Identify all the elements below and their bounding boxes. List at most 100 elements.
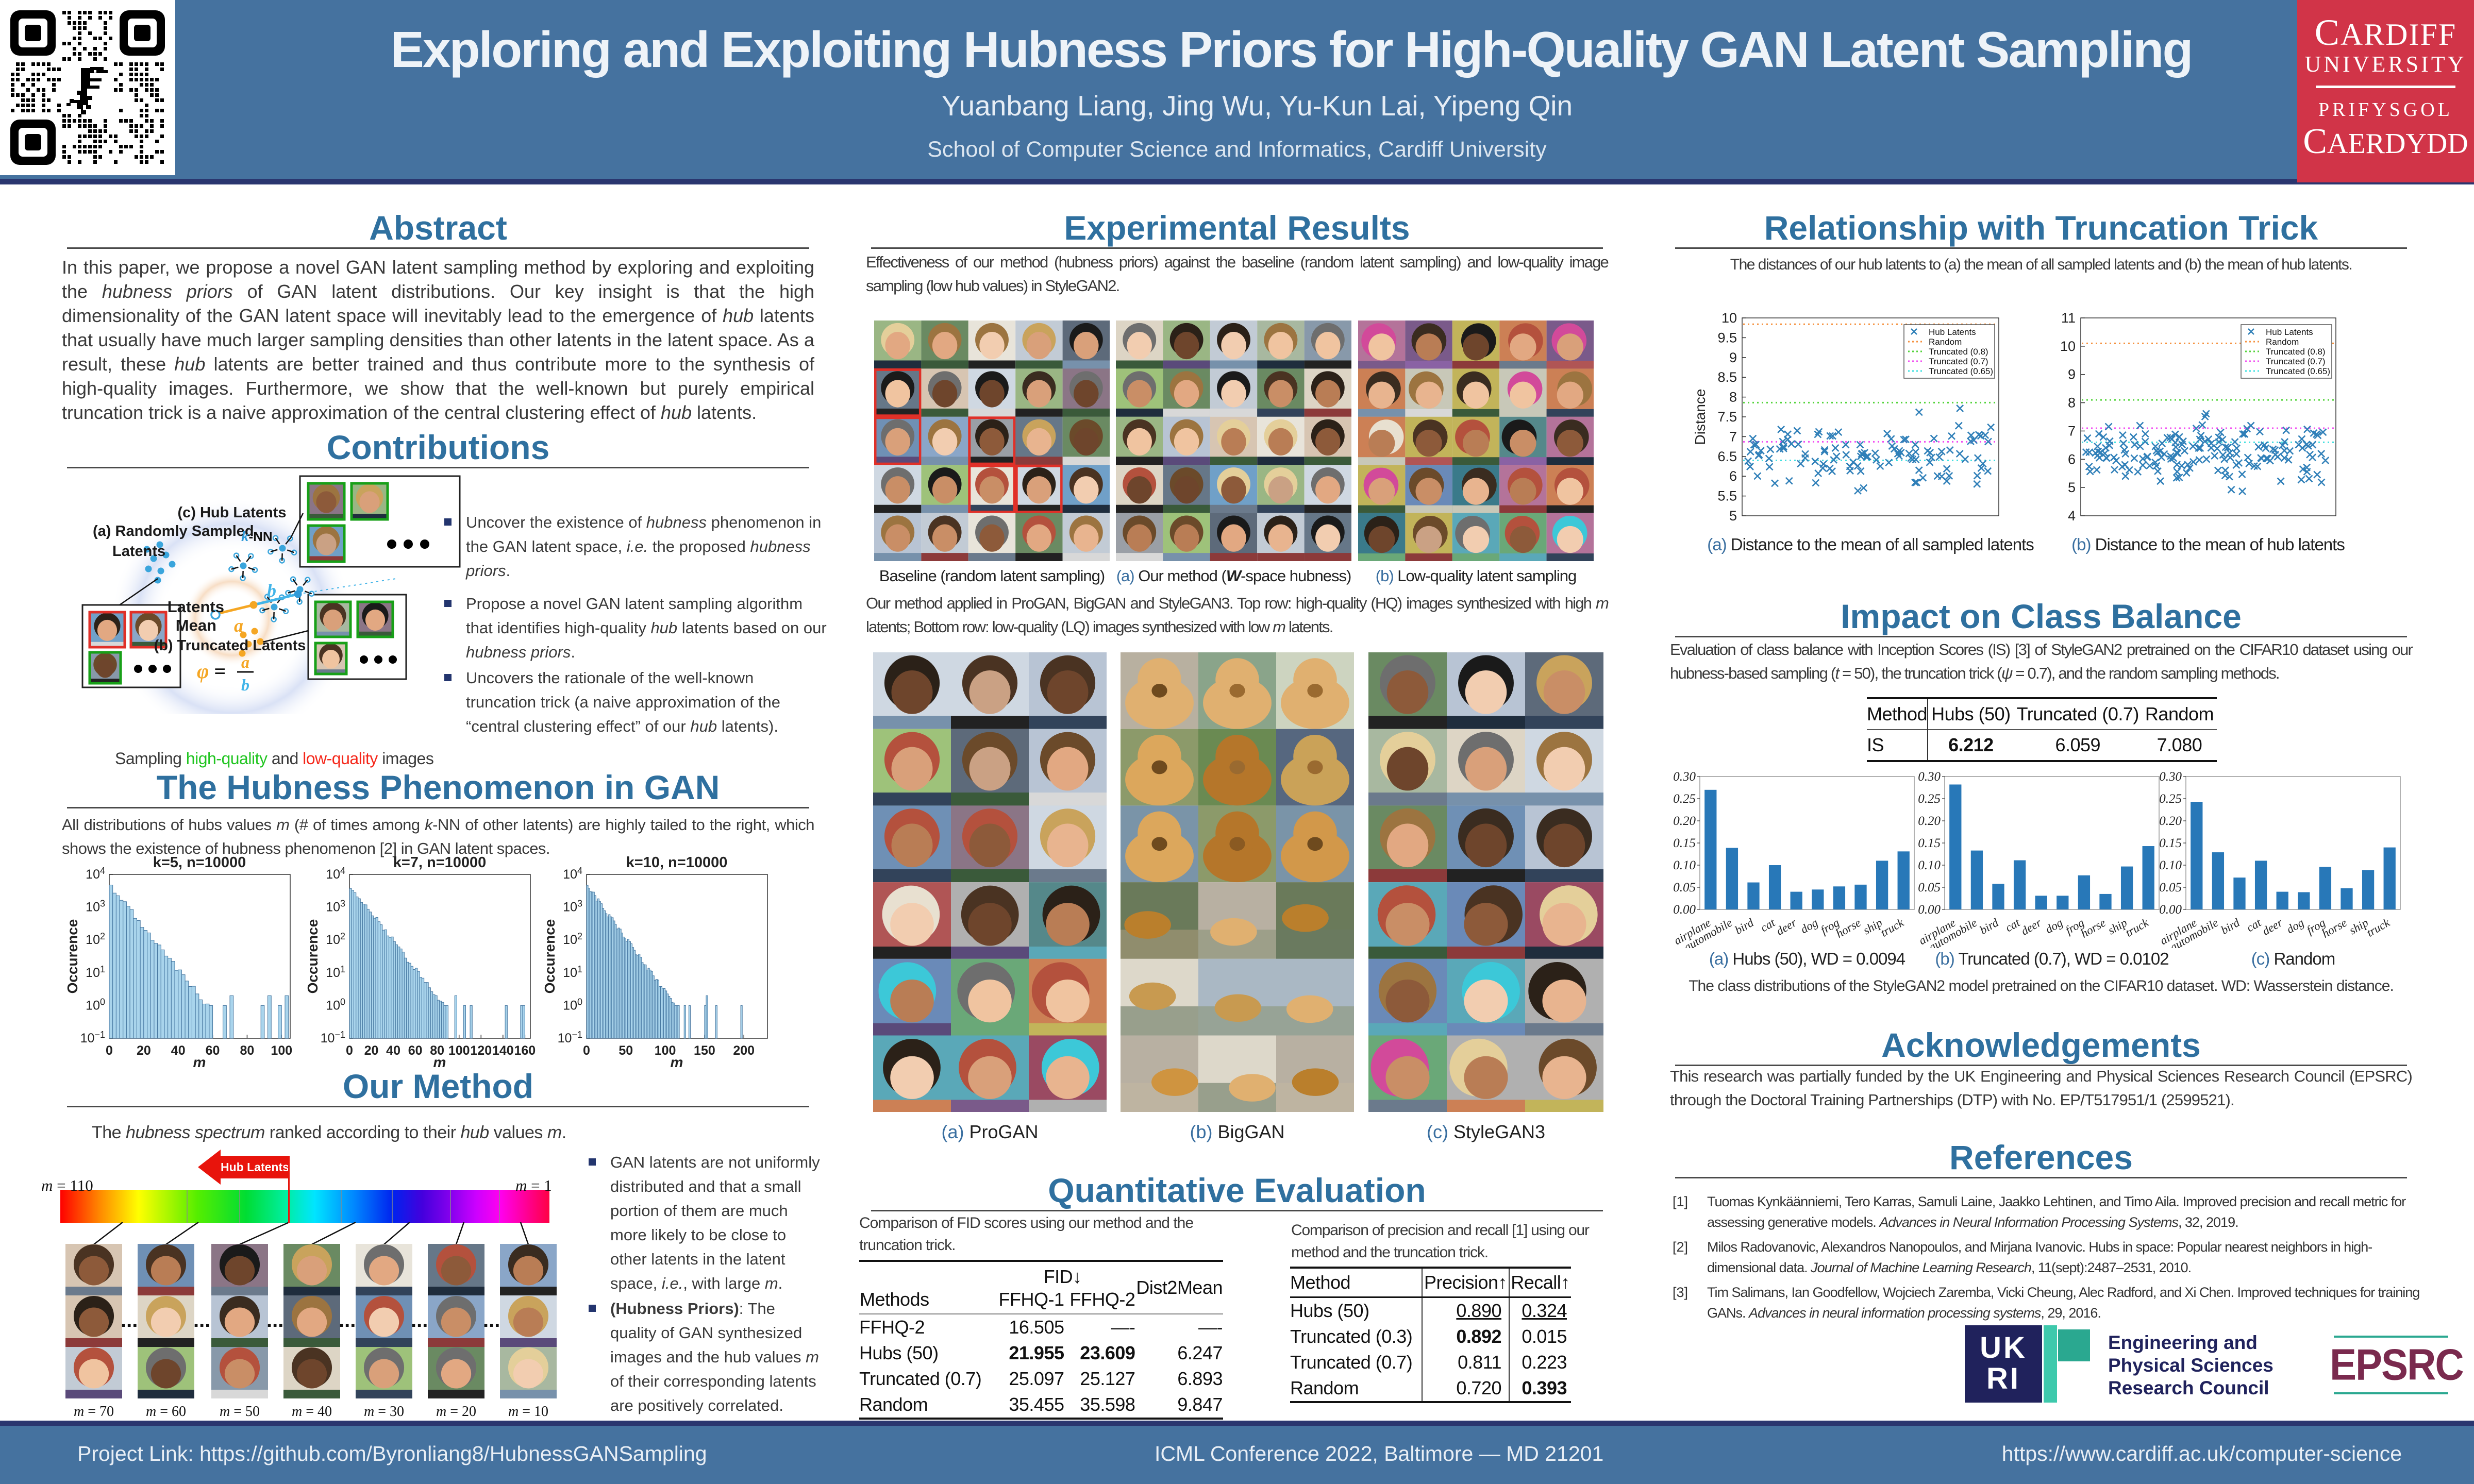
svg-text:100: 100	[86, 997, 105, 1013]
svg-text:0.20: 0.20	[1918, 814, 1941, 828]
svg-text:102: 102	[563, 931, 582, 947]
svg-text:φ =: φ =	[197, 660, 226, 683]
svg-text:101: 101	[563, 964, 582, 980]
svg-text:0.00: 0.00	[2159, 903, 2182, 917]
svg-text:100: 100	[448, 1043, 470, 1058]
svg-text:deer: deer	[1774, 916, 1799, 938]
svg-text:(c) Hub Latents: (c) Hub Latents	[177, 504, 286, 521]
svg-text:Occurence: Occurence	[542, 919, 558, 994]
svg-text:Random: Random	[1929, 337, 1962, 347]
svg-text:Truncated (0.8): Truncated (0.8)	[1929, 347, 1988, 357]
svg-text:0.10: 0.10	[1673, 858, 1696, 872]
svg-text:0.00: 0.00	[1673, 903, 1696, 917]
svg-text:10−1: 10−1	[321, 1030, 345, 1045]
svg-text:20: 20	[137, 1043, 151, 1058]
svg-text:0: 0	[583, 1043, 590, 1058]
svg-text:150: 150	[694, 1043, 715, 1058]
svg-text:0.00: 0.00	[1918, 903, 1941, 917]
svg-text:5: 5	[2068, 480, 2076, 495]
svg-text:deer: deer	[2260, 916, 2285, 938]
svg-text:bird: bird	[2219, 916, 2242, 937]
svg-text:60: 60	[408, 1043, 423, 1058]
svg-text:0: 0	[346, 1043, 353, 1058]
svg-text:Truncated (0.7): Truncated (0.7)	[1929, 357, 1988, 366]
svg-text:0.05: 0.05	[1918, 881, 1941, 895]
svg-text:Truncated (0.65): Truncated (0.65)	[2266, 366, 2330, 376]
svg-text:5: 5	[1729, 508, 1737, 524]
svg-text:Occurence: Occurence	[305, 919, 321, 994]
svg-text:10−1: 10−1	[558, 1030, 582, 1045]
svg-text:60: 60	[206, 1043, 220, 1058]
svg-text:7.5: 7.5	[1717, 409, 1737, 425]
svg-text:200: 200	[733, 1043, 755, 1058]
svg-text:6.5: 6.5	[1717, 449, 1737, 464]
svg-text:truck: truck	[2364, 916, 2392, 939]
svg-text:9: 9	[1729, 350, 1737, 365]
svg-text:truck: truck	[2123, 916, 2151, 939]
svg-text:0.30: 0.30	[2159, 770, 2182, 784]
svg-text:104: 104	[326, 866, 345, 882]
svg-text:0.05: 0.05	[1673, 881, 1696, 895]
svg-text:8.5: 8.5	[1717, 369, 1737, 385]
svg-text:10: 10	[1721, 310, 1737, 326]
svg-text:cat: cat	[1758, 916, 1777, 934]
svg-text:80: 80	[240, 1043, 255, 1058]
svg-text:20: 20	[364, 1043, 379, 1058]
svg-text:a: a	[234, 615, 243, 636]
svg-text:b: b	[267, 580, 276, 601]
svg-text:10: 10	[2060, 339, 2076, 354]
svg-text:Hub Latents: Hub Latents	[1929, 327, 1976, 337]
svg-text:103: 103	[563, 899, 582, 915]
svg-text:10−1: 10−1	[80, 1030, 105, 1045]
svg-text:9: 9	[2068, 367, 2076, 382]
svg-text:9.5: 9.5	[1717, 330, 1737, 345]
svg-text:Truncated (0.7): Truncated (0.7)	[2266, 357, 2326, 366]
svg-text:Random: Random	[2266, 337, 2299, 347]
svg-text:0.25: 0.25	[2159, 792, 2182, 806]
svg-text:b: b	[241, 676, 249, 694]
svg-text:0.15: 0.15	[2159, 836, 2182, 850]
svg-text:(a) Randomly Sampled: (a) Randomly Sampled	[93, 523, 254, 539]
svg-text:100: 100	[271, 1043, 292, 1058]
svg-text:102: 102	[86, 931, 105, 947]
svg-text:8: 8	[2068, 395, 2076, 411]
svg-text:50: 50	[618, 1043, 633, 1058]
svg-text:0.20: 0.20	[2159, 814, 2182, 828]
svg-text:k-NN: k-NN	[241, 529, 273, 544]
svg-text:horse: horse	[2079, 916, 2108, 940]
svg-text:4: 4	[2068, 508, 2076, 524]
svg-text:100: 100	[326, 997, 345, 1013]
svg-text:7: 7	[2068, 423, 2076, 439]
svg-text:m: m	[193, 1054, 206, 1068]
svg-text:cat: cat	[2003, 916, 2022, 934]
svg-text:11: 11	[2061, 310, 2076, 326]
svg-text:101: 101	[86, 964, 105, 980]
svg-text:0.10: 0.10	[2159, 858, 2182, 872]
svg-text:Distance: Distance	[1692, 389, 1708, 445]
svg-text:Latents: Latents	[168, 598, 224, 616]
svg-text:Truncated (0.65): Truncated (0.65)	[1929, 366, 1993, 376]
svg-text:0.25: 0.25	[1673, 792, 1696, 806]
svg-text:Truncated (0.8): Truncated (0.8)	[2266, 347, 2326, 357]
svg-text:0.05: 0.05	[2159, 881, 2182, 895]
svg-text:cat: cat	[2244, 916, 2263, 934]
svg-text:(b) Truncated Latents: (b) Truncated Latents	[154, 637, 306, 654]
svg-text:103: 103	[326, 899, 345, 915]
svg-text:bird: bird	[1978, 916, 2001, 937]
svg-text:truck: truck	[1878, 916, 1906, 939]
svg-text:100: 100	[563, 997, 582, 1013]
svg-text:k=5, n=10000: k=5, n=10000	[153, 854, 246, 871]
svg-text:0: 0	[106, 1043, 113, 1058]
svg-text:Latents: Latents	[112, 543, 165, 560]
svg-text:104: 104	[86, 866, 105, 882]
svg-text:102: 102	[326, 931, 345, 947]
svg-text:0.30: 0.30	[1918, 770, 1941, 784]
svg-text:6: 6	[2068, 451, 2076, 467]
svg-text:a: a	[241, 653, 249, 671]
svg-text:dog: dog	[2284, 916, 2306, 936]
svg-text:104: 104	[563, 866, 582, 882]
svg-text:40: 40	[171, 1043, 186, 1058]
svg-text:m: m	[433, 1054, 446, 1068]
svg-text:80: 80	[430, 1043, 444, 1058]
svg-text:dog: dog	[1798, 916, 1820, 936]
